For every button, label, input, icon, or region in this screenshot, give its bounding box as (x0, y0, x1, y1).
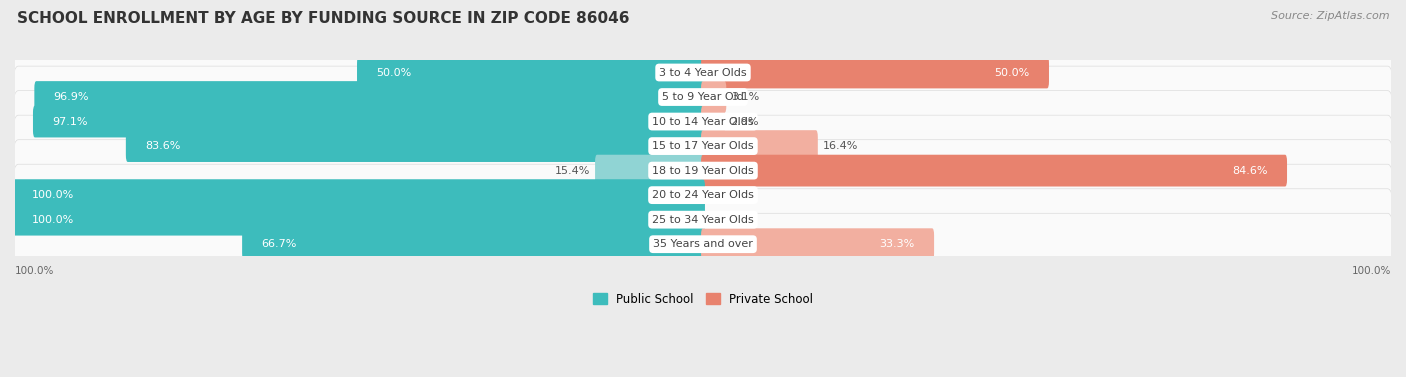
Text: 50.0%: 50.0% (377, 67, 412, 78)
FancyBboxPatch shape (702, 106, 725, 138)
Text: 84.6%: 84.6% (1232, 166, 1268, 176)
Text: 100.0%: 100.0% (32, 215, 75, 225)
FancyBboxPatch shape (13, 66, 1393, 128)
FancyBboxPatch shape (242, 228, 704, 260)
FancyBboxPatch shape (13, 179, 704, 211)
Text: 20 to 24 Year Olds: 20 to 24 Year Olds (652, 190, 754, 200)
FancyBboxPatch shape (357, 57, 704, 88)
Text: 66.7%: 66.7% (262, 239, 297, 249)
FancyBboxPatch shape (702, 228, 934, 260)
Text: Source: ZipAtlas.com: Source: ZipAtlas.com (1271, 11, 1389, 21)
FancyBboxPatch shape (13, 164, 1393, 226)
FancyBboxPatch shape (13, 213, 1393, 275)
Text: 15 to 17 Year Olds: 15 to 17 Year Olds (652, 141, 754, 151)
Legend: Public School, Private School: Public School, Private School (593, 293, 813, 305)
Text: 25 to 34 Year Olds: 25 to 34 Year Olds (652, 215, 754, 225)
FancyBboxPatch shape (13, 41, 1393, 103)
Text: 10 to 14 Year Olds: 10 to 14 Year Olds (652, 116, 754, 127)
Text: 100.0%: 100.0% (32, 190, 75, 200)
Text: 15.4%: 15.4% (555, 166, 591, 176)
FancyBboxPatch shape (32, 106, 704, 138)
FancyBboxPatch shape (702, 130, 818, 162)
Text: 5 to 9 Year Old: 5 to 9 Year Old (662, 92, 744, 102)
Text: 100.0%: 100.0% (15, 266, 55, 276)
FancyBboxPatch shape (702, 155, 1286, 187)
FancyBboxPatch shape (13, 204, 704, 236)
Text: 33.3%: 33.3% (880, 239, 915, 249)
Text: 97.1%: 97.1% (52, 116, 87, 127)
FancyBboxPatch shape (34, 81, 704, 113)
Text: 16.4%: 16.4% (823, 141, 858, 151)
FancyBboxPatch shape (127, 130, 704, 162)
Text: 50.0%: 50.0% (994, 67, 1029, 78)
Text: 3 to 4 Year Olds: 3 to 4 Year Olds (659, 67, 747, 78)
FancyBboxPatch shape (702, 57, 1049, 88)
FancyBboxPatch shape (13, 140, 1393, 202)
Text: 3.1%: 3.1% (731, 92, 759, 102)
Text: 2.9%: 2.9% (730, 116, 758, 127)
FancyBboxPatch shape (13, 189, 1393, 251)
Text: 83.6%: 83.6% (145, 141, 180, 151)
Text: 35 Years and over: 35 Years and over (652, 239, 754, 249)
FancyBboxPatch shape (595, 155, 704, 187)
FancyBboxPatch shape (13, 115, 1393, 177)
Text: 18 to 19 Year Olds: 18 to 19 Year Olds (652, 166, 754, 176)
Text: SCHOOL ENROLLMENT BY AGE BY FUNDING SOURCE IN ZIP CODE 86046: SCHOOL ENROLLMENT BY AGE BY FUNDING SOUR… (17, 11, 630, 26)
Text: 96.9%: 96.9% (53, 92, 89, 102)
Text: 100.0%: 100.0% (1351, 266, 1391, 276)
FancyBboxPatch shape (702, 81, 727, 113)
FancyBboxPatch shape (13, 90, 1393, 152)
